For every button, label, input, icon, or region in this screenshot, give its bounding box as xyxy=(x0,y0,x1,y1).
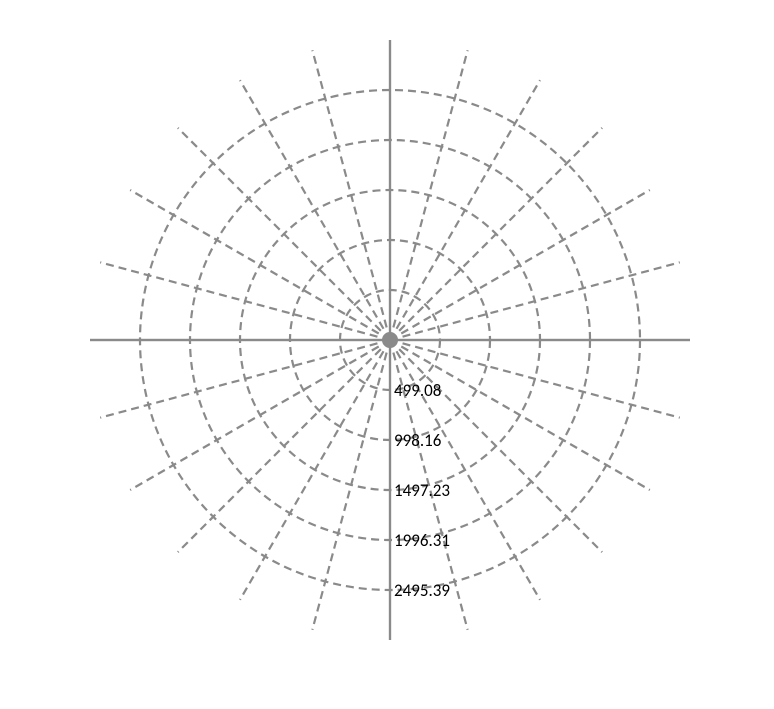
radial-tick-label: 499.08 xyxy=(394,380,441,401)
grid-spoke xyxy=(240,340,390,600)
radial-tick-label: 1996.31 xyxy=(394,530,450,551)
radial-tick-label: 1497.23 xyxy=(394,480,450,501)
grid-spoke xyxy=(130,340,390,490)
polar-chart: 499.08 998.16 1497.23 1996.31 2495.39 xyxy=(0,0,774,709)
grid-spoke xyxy=(390,128,602,340)
grid-spoke xyxy=(178,128,390,340)
grid-spoke xyxy=(390,262,680,340)
grid-spoke xyxy=(178,340,390,552)
grid-spoke xyxy=(130,190,390,340)
grid-spoke xyxy=(390,340,650,490)
grid-spoke xyxy=(390,80,540,340)
radial-tick-label: 2495.39 xyxy=(394,580,450,601)
grid-spoke xyxy=(390,340,540,600)
grid-spoke xyxy=(240,80,390,340)
radial-tick-label: 998.16 xyxy=(394,430,442,451)
grid-spoke xyxy=(390,190,650,340)
polar-chart-svg: 499.08 998.16 1497.23 1996.31 2495.39 xyxy=(0,0,774,709)
